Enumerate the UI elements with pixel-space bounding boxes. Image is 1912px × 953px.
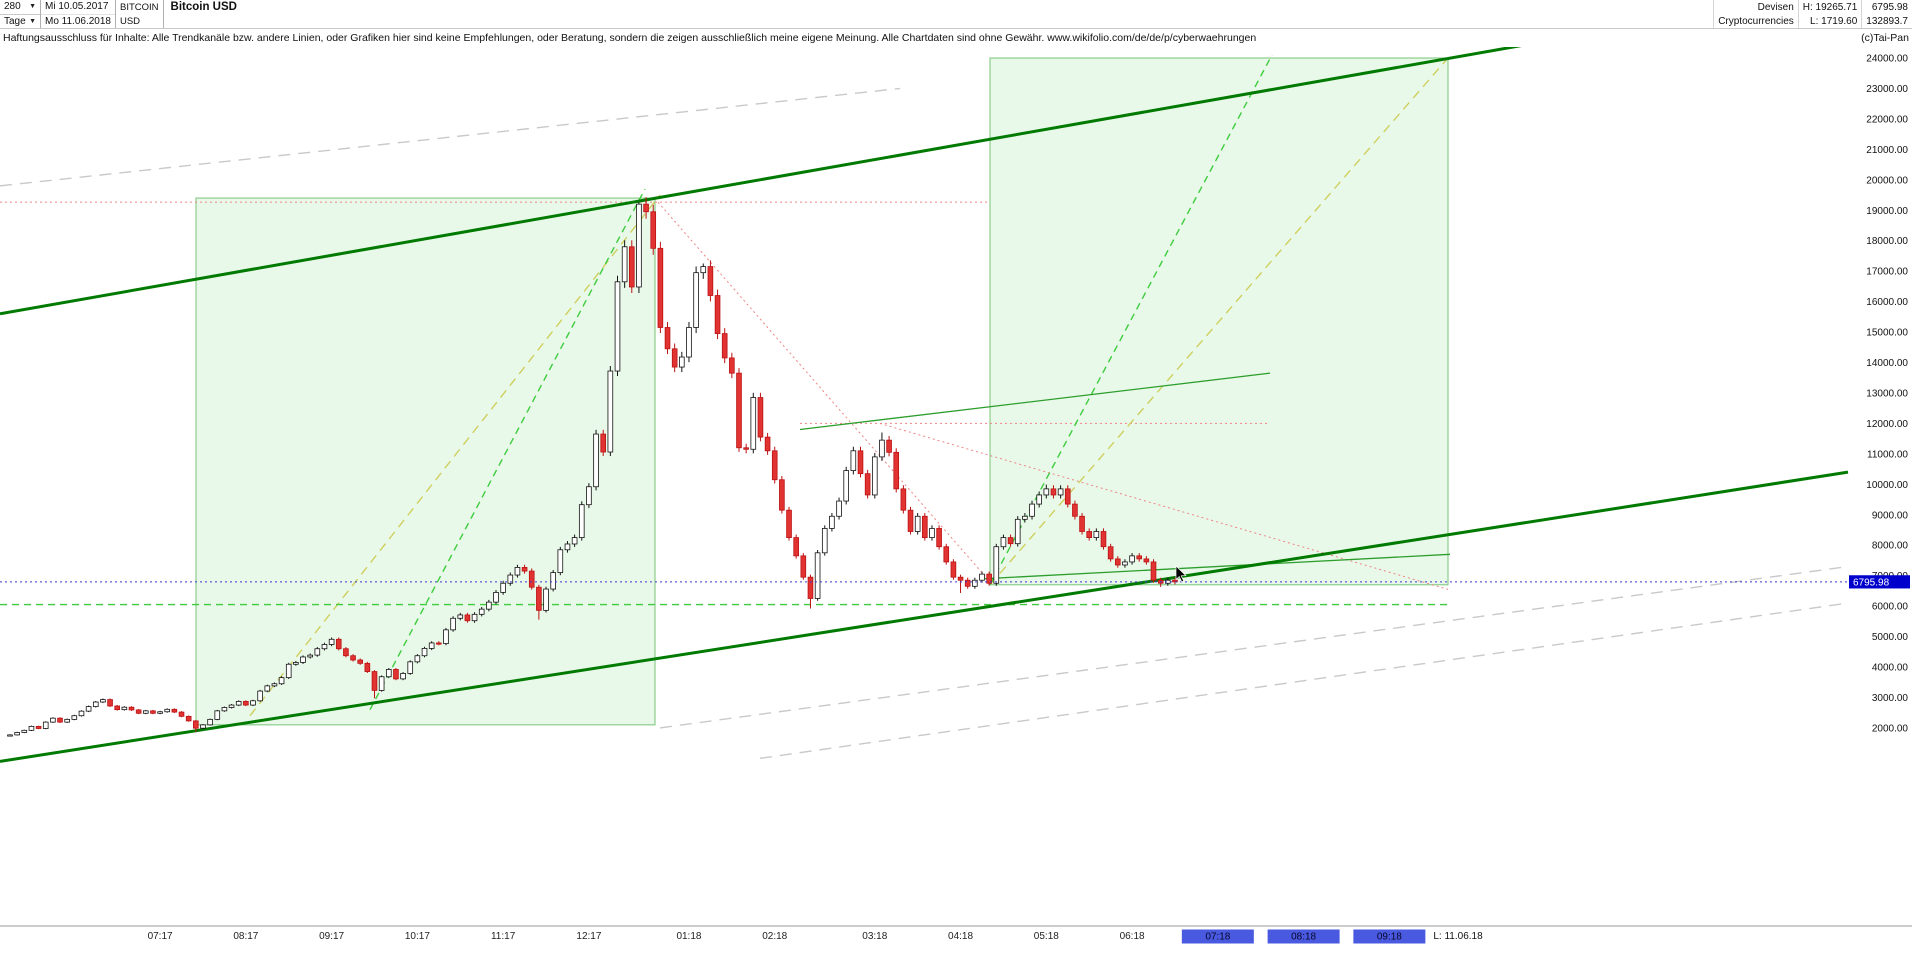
svg-text:08:17: 08:17: [233, 931, 258, 942]
svg-text:18000.00: 18000.00: [1866, 236, 1908, 247]
svg-text:20000.00: 20000.00: [1866, 175, 1908, 186]
svg-text:3000.00: 3000.00: [1872, 693, 1909, 704]
svg-text:5000.00: 5000.00: [1872, 632, 1909, 643]
svg-text:19000.00: 19000.00: [1866, 206, 1908, 217]
start-date-field[interactable]: Mi 10.05.2017: [41, 0, 115, 15]
svg-text:10000.00: 10000.00: [1866, 480, 1908, 491]
end-date-field[interactable]: Mo 11.06.2018: [45, 15, 111, 27]
svg-text:2000.00: 2000.00: [1872, 723, 1909, 734]
thin-trend-lines: [799, 372, 1451, 580]
chart-title: Bitcoin USD: [170, 1, 237, 13]
candles: [7, 197, 1178, 737]
time-axis: 07:17 08:17 09:17 10:17 11:17 12:17 01:18 02:18…: [0, 925, 1912, 944]
svg-text:07:18: 07:18: [1205, 932, 1230, 943]
close-value: 6795.98: [1871, 1, 1908, 13]
chart-area[interactable]: 24000.00 23000.00 22000.00 21000.00 20000.00…: [0, 47, 1912, 953]
price-axis: 24000.00 23000.00 22000.00 21000.00 20000.00…: [1866, 54, 1908, 735]
disclaimer-bar: Haftungsausschluss für Inhalte: Alle Tre…: [0, 29, 1912, 47]
bars-count-value: 280: [4, 1, 21, 13]
header-bar: 280 ▼ Tage ▼ Mi 10.05.2017 Mo 11.06.2018…: [0, 0, 1912, 29]
svg-text:9000.00: 9000.00: [1872, 510, 1909, 521]
period-select[interactable]: Tage ▼: [0, 15, 40, 29]
period-value: Tage: [4, 15, 26, 27]
chevron-down-icon: ▼: [29, 17, 36, 25]
low-value: L: 1719.60: [1810, 15, 1858, 27]
mouse-cursor-icon: [1175, 565, 1187, 583]
svg-text:8000.00: 8000.00: [1872, 541, 1909, 552]
disclaimer-text: Haftungsausschluss für Inhalte: Alle Tre…: [3, 32, 1257, 44]
svg-text:23000.00: 23000.00: [1866, 84, 1908, 95]
svg-text:04:18: 04:18: [948, 931, 973, 942]
svg-text:09:17: 09:17: [319, 931, 344, 942]
symbol-currency: USD: [119, 15, 141, 27]
svg-text:13000.00: 13000.00: [1866, 388, 1908, 399]
bars-count-select[interactable]: 280 ▼: [0, 0, 40, 15]
svg-text:11000.00: 11000.00: [1867, 449, 1908, 460]
gray-dashed-lines: [0, 87, 1849, 760]
market-info: Devisen Cryptocurrencies: [1713, 0, 1798, 28]
chart-canvas[interactable]: 24000.00 23000.00 22000.00 21000.00 20000.00…: [0, 47, 1912, 953]
last-date-label: L: 11.06.18: [1433, 931, 1483, 942]
svg-text:09:18: 09:18: [1377, 932, 1402, 943]
trend-regions: [195, 57, 1449, 726]
red-dotted-lines: [0, 201, 1449, 590]
svg-text:16000.00: 16000.00: [1866, 297, 1908, 308]
svg-text:07:17: 07:17: [148, 931, 173, 942]
svg-text:11:17: 11:17: [491, 931, 516, 942]
svg-text:6000.00: 6000.00: [1872, 602, 1909, 613]
svg-text:10:17: 10:17: [405, 931, 430, 942]
svg-text:12:17: 12:17: [576, 931, 601, 942]
price-volume-info: 6795.98 132893.7: [1861, 0, 1912, 28]
svg-text:08:18: 08:18: [1291, 932, 1316, 943]
svg-text:21000.00: 21000.00: [1866, 145, 1908, 156]
svg-text:02:18: 02:18: [762, 931, 787, 942]
svg-text:03:18: 03:18: [862, 931, 887, 942]
high-value: H: 19265.71: [1802, 1, 1858, 13]
svg-text:24000.00: 24000.00: [1866, 54, 1908, 65]
taipan-copyright: (c)Tai-Pan: [1861, 32, 1909, 44]
svg-text:06:18: 06:18: [1120, 931, 1145, 942]
svg-text:05:18: 05:18: [1034, 931, 1059, 942]
svg-text:17000.00: 17000.00: [1866, 267, 1908, 278]
svg-text:22000.00: 22000.00: [1866, 114, 1908, 125]
svg-text:15000.00: 15000.00: [1866, 328, 1908, 339]
svg-text:12000.00: 12000.00: [1866, 419, 1908, 430]
volume-value: 132893.7: [1866, 15, 1908, 27]
chevron-down-icon: ▼: [29, 3, 36, 11]
market-name: Devisen: [1757, 1, 1794, 13]
svg-text:4000.00: 4000.00: [1872, 663, 1909, 674]
main-trend-channel-lines: [0, 47, 1849, 763]
yellow-dashed-lines: [249, 57, 1449, 717]
svg-text:01:18: 01:18: [676, 931, 701, 942]
symbol-selector[interactable]: BITCOIN USD: [116, 0, 164, 28]
symbol-name: BITCOIN: [119, 1, 159, 13]
market-category: Cryptocurrencies: [1718, 15, 1794, 27]
svg-text:6795.98: 6795.98: [1853, 577, 1890, 588]
high-low-info: H: 19265.71 L: 1719.60: [1797, 0, 1862, 28]
last-price-tag: 6795.98: [1849, 575, 1910, 589]
svg-text:14000.00: 14000.00: [1866, 358, 1908, 369]
